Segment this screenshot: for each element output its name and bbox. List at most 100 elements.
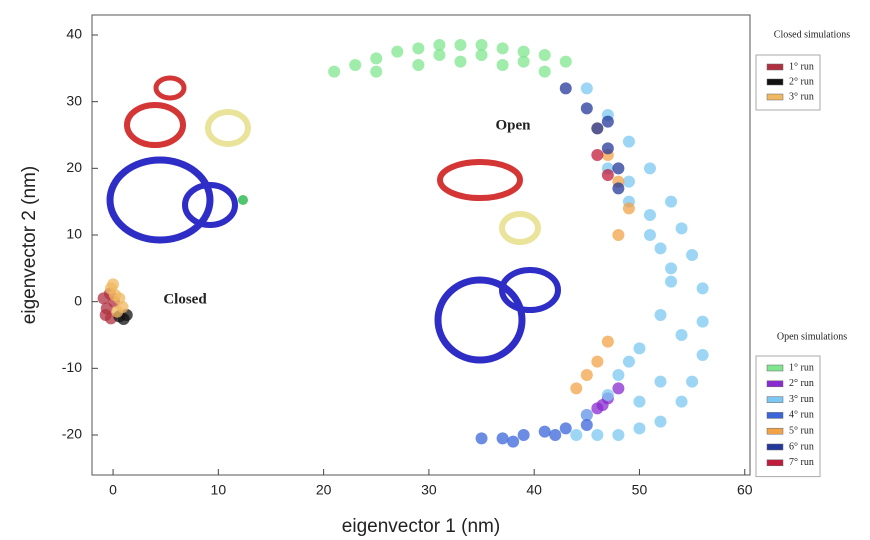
point: [612, 162, 624, 174]
x-tick-label: 10: [211, 482, 227, 498]
point: [581, 82, 593, 94]
point: [570, 429, 582, 441]
point: [633, 396, 645, 408]
point: [665, 196, 677, 208]
y-tick-label: 40: [66, 26, 82, 42]
legend-swatch: [767, 94, 783, 100]
point: [518, 429, 530, 441]
point: [612, 429, 624, 441]
point: [591, 149, 603, 161]
point: [328, 66, 340, 78]
point: [497, 432, 509, 444]
legend-label: 2° run: [789, 378, 814, 389]
point: [655, 242, 667, 254]
legend-label: 2° run: [789, 76, 814, 87]
legend-swatch: [767, 365, 783, 371]
point: [391, 46, 403, 58]
legend-label: 5° run: [789, 425, 814, 436]
point: [570, 382, 582, 394]
x-tick-label: 40: [526, 482, 542, 498]
point: [412, 59, 424, 71]
point: [349, 59, 361, 71]
y-tick-label: 0: [74, 292, 82, 308]
point: [560, 56, 572, 68]
point: [602, 169, 614, 181]
legend-title: Closed simulations: [774, 29, 851, 40]
point: [476, 49, 488, 61]
legend-swatch: [767, 428, 783, 434]
legend-swatch: [767, 79, 783, 85]
domain-green: [238, 195, 248, 205]
legend-label: 1° run: [789, 362, 814, 373]
point: [507, 436, 519, 448]
point: [497, 59, 509, 71]
x-tick-label: 60: [737, 482, 753, 498]
point: [655, 376, 667, 388]
legend-label: 3° run: [789, 394, 814, 405]
point: [107, 278, 119, 290]
point: [623, 202, 635, 214]
point: [612, 182, 624, 194]
point: [644, 229, 656, 241]
plot-frame: [92, 15, 750, 475]
point: [591, 356, 603, 368]
legend-swatch: [767, 460, 783, 466]
point: [623, 176, 635, 188]
point: [665, 262, 677, 274]
point: [454, 56, 466, 68]
chart: eigenvector 1 (nm) eigenvector 2 (nm) Op…: [0, 0, 870, 540]
point: [655, 416, 667, 428]
point: [665, 276, 677, 288]
point: [518, 56, 530, 68]
legend-label: 4° run: [789, 410, 814, 421]
point: [370, 52, 382, 64]
legend-swatch: [767, 397, 783, 403]
y-tick-label: -10: [62, 359, 82, 375]
point: [111, 306, 123, 318]
point: [644, 209, 656, 221]
point: [655, 309, 667, 321]
point: [612, 369, 624, 381]
point: [581, 102, 593, 114]
legend-swatch: [767, 64, 783, 70]
y-axis-label: eigenvector 2 (nm): [19, 166, 40, 324]
point: [602, 142, 614, 154]
point: [612, 229, 624, 241]
x-axis-label: eigenvector 1 (nm): [342, 516, 500, 537]
point: [539, 49, 551, 61]
y-tick-label: 30: [66, 92, 82, 108]
point: [412, 42, 424, 54]
legend-label: 3° run: [789, 91, 814, 102]
point: [454, 39, 466, 51]
point: [370, 66, 382, 78]
point: [676, 329, 688, 341]
point: [581, 419, 593, 431]
legend-swatch: [767, 444, 783, 450]
point: [476, 432, 488, 444]
point: [623, 356, 635, 368]
point: [497, 42, 509, 54]
x-tick-label: 30: [421, 482, 437, 498]
point: [676, 222, 688, 234]
point: [539, 426, 551, 438]
point: [644, 162, 656, 174]
point: [602, 116, 614, 128]
point: [686, 376, 698, 388]
point: [676, 396, 688, 408]
legend-swatch: [767, 381, 783, 387]
point: [623, 136, 635, 148]
point: [539, 66, 551, 78]
y-tick-label: -20: [62, 426, 82, 442]
x-tick-label: 20: [316, 482, 332, 498]
annotation: Open: [495, 117, 531, 133]
y-tick-label: 20: [66, 159, 82, 175]
point: [697, 349, 709, 361]
legend-swatch: [767, 412, 783, 418]
y-tick-label: 10: [66, 226, 82, 242]
point: [549, 429, 561, 441]
point: [697, 282, 709, 294]
x-tick-label: 0: [109, 482, 117, 498]
point: [581, 369, 593, 381]
point: [591, 429, 603, 441]
point: [602, 389, 614, 401]
